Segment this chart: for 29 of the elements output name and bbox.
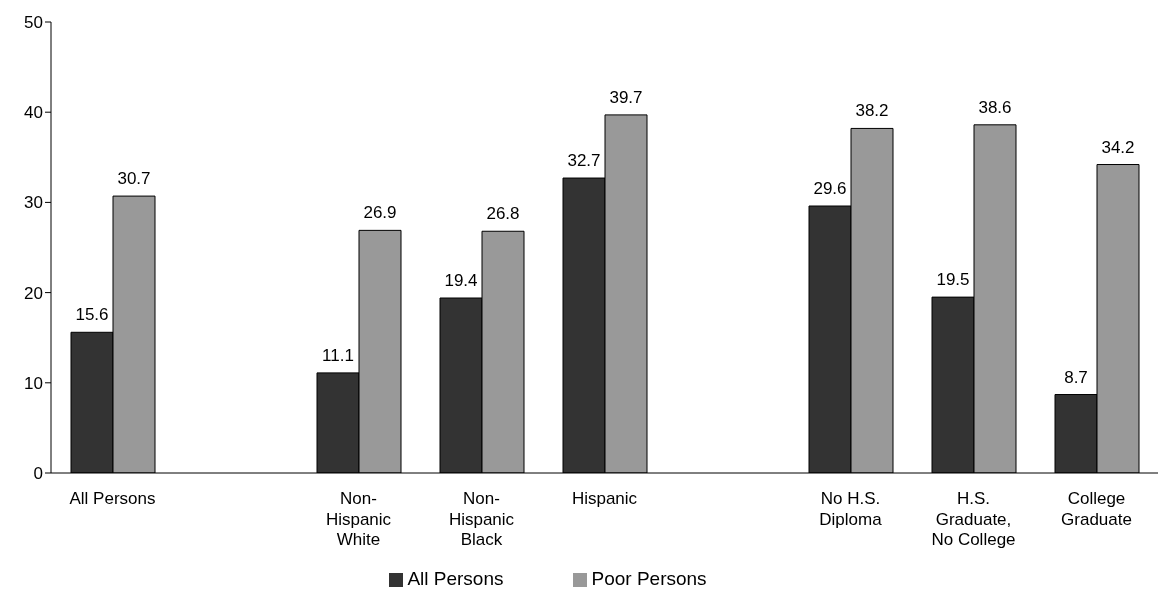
data-label: 8.7 [1064,367,1088,387]
y-tick-label: 10 [24,373,43,393]
x-tick-label: H.S. Graduate, No College [931,489,1016,550]
data-label: 11.1 [322,345,354,365]
y-tick-label: 20 [24,283,43,303]
y-tick-label: 0 [33,464,43,484]
x-tick-label: College Graduate [1061,489,1132,529]
y-tick-label: 40 [24,103,43,123]
x-tick-label: Non-Hispanic Black [448,489,515,550]
data-label: 19.4 [444,271,478,291]
legend-label: Poor Persons [591,568,707,589]
y-tick-label: 30 [24,193,43,213]
data-label: 29.6 [813,179,847,199]
legend-label: All Persons [407,568,504,589]
data-label: 26.8 [486,204,520,224]
data-label: 26.9 [363,203,397,223]
data-label: 38.6 [978,97,1012,117]
data-label: 19.5 [936,270,970,290]
x-tick-label: Hispanic [571,489,638,509]
data-label: 15.6 [75,305,109,325]
data-label: 32.7 [567,151,601,171]
data-label: 39.7 [609,87,643,107]
x-tick-label: All Persons [69,489,156,509]
y-tick-label: 50 [24,13,43,33]
data-label: 30.7 [117,169,151,189]
data-label: 34.2 [1101,137,1135,157]
x-tick-label: No H.S. Diploma [819,489,883,529]
x-tick-label: Non-Hispanic White [325,489,392,550]
data-label: 38.2 [855,101,889,121]
